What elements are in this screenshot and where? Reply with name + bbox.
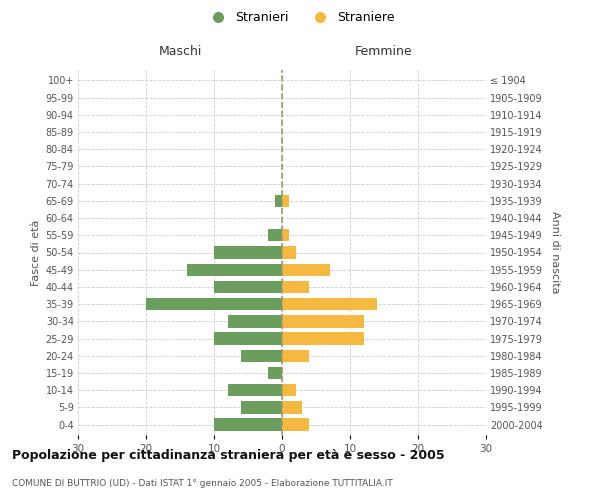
Bar: [282, 332, 364, 345]
Text: Maschi: Maschi: [158, 45, 202, 58]
Bar: [282, 315, 364, 328]
Bar: [214, 246, 282, 258]
Bar: [187, 264, 282, 276]
Legend: Stranieri, Straniere: Stranieri, Straniere: [200, 6, 400, 29]
Bar: [282, 229, 289, 241]
Bar: [227, 315, 282, 328]
Bar: [282, 298, 377, 310]
Bar: [282, 384, 296, 396]
Bar: [282, 350, 309, 362]
Bar: [282, 264, 329, 276]
Bar: [268, 367, 282, 379]
Text: COMUNE DI BUTTRIO (UD) - Dati ISTAT 1° gennaio 2005 - Elaborazione TUTTITALIA.IT: COMUNE DI BUTTRIO (UD) - Dati ISTAT 1° g…: [12, 478, 393, 488]
Bar: [214, 418, 282, 431]
Bar: [214, 332, 282, 345]
Bar: [241, 402, 282, 413]
Bar: [282, 402, 302, 413]
Bar: [282, 280, 309, 293]
Bar: [227, 384, 282, 396]
Bar: [282, 246, 296, 258]
Text: Femmine: Femmine: [355, 45, 413, 58]
Bar: [146, 298, 282, 310]
Bar: [275, 194, 282, 207]
Bar: [241, 350, 282, 362]
Bar: [282, 418, 309, 431]
Bar: [282, 194, 289, 207]
Bar: [268, 229, 282, 241]
Bar: [214, 280, 282, 293]
Text: Popolazione per cittadinanza straniera per età e sesso - 2005: Popolazione per cittadinanza straniera p…: [12, 450, 445, 462]
Y-axis label: Fasce di età: Fasce di età: [31, 220, 41, 286]
Y-axis label: Anni di nascita: Anni di nascita: [550, 211, 560, 294]
